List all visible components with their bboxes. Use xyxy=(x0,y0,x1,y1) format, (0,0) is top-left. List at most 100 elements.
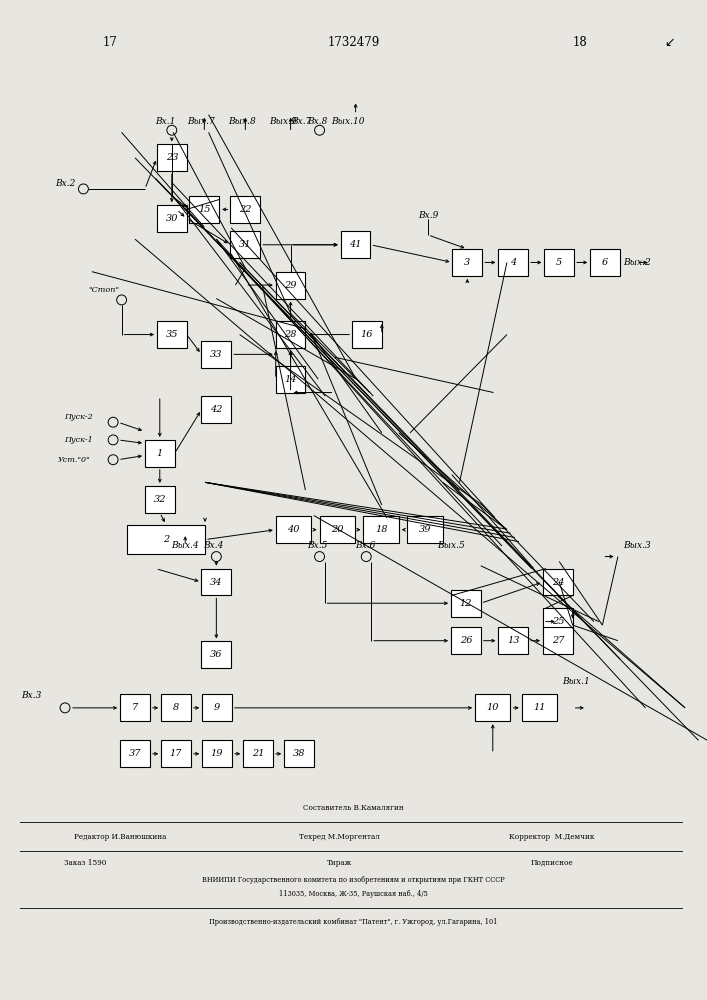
Bar xyxy=(522,694,557,721)
Text: Вх.3: Вх.3 xyxy=(21,691,42,700)
Text: 16: 16 xyxy=(361,330,373,339)
Text: Составитель В.Камалягин: Составитель В.Камалягин xyxy=(303,804,404,812)
Text: Тираж: Тираж xyxy=(327,859,352,867)
Bar xyxy=(145,486,175,513)
Bar xyxy=(341,231,370,258)
Bar xyxy=(452,249,482,276)
Text: Заказ 1590: Заказ 1590 xyxy=(64,859,106,867)
Text: 1732479: 1732479 xyxy=(327,36,380,49)
Bar xyxy=(590,249,620,276)
Bar xyxy=(201,396,231,423)
Text: ВНИИПИ Государственного комитета по изобретениям и открытиям при ГКНТ СССР: ВНИИПИ Государственного комитета по изоб… xyxy=(202,876,505,884)
Text: Вых.7: Вых.7 xyxy=(187,117,215,126)
Bar xyxy=(451,590,481,617)
Text: Техред М.Моргентал: Техред М.Моргентал xyxy=(299,833,380,841)
Text: 27: 27 xyxy=(551,636,564,645)
Text: 9: 9 xyxy=(214,703,220,712)
Text: $\swarrow$: $\swarrow$ xyxy=(662,36,674,49)
Bar xyxy=(498,249,528,276)
Text: 13: 13 xyxy=(507,636,520,645)
Text: 4: 4 xyxy=(510,258,516,267)
Text: 28: 28 xyxy=(284,330,297,339)
Text: Подписное: Подписное xyxy=(530,859,573,867)
Bar xyxy=(202,694,232,721)
Bar xyxy=(161,694,191,721)
Text: 7: 7 xyxy=(132,703,138,712)
Text: 30: 30 xyxy=(165,214,178,223)
Text: 11: 11 xyxy=(533,703,546,712)
Text: 15: 15 xyxy=(198,205,211,214)
Text: 18: 18 xyxy=(375,525,387,534)
Text: 8: 8 xyxy=(173,703,179,712)
Text: Вых.8: Вых.8 xyxy=(228,117,255,126)
Text: 10: 10 xyxy=(486,703,499,712)
Text: Вх.6: Вх.6 xyxy=(355,541,375,550)
Text: Вх.2: Вх.2 xyxy=(55,179,76,188)
Text: Вх.9: Вх.9 xyxy=(419,211,439,220)
Text: 36: 36 xyxy=(210,650,223,659)
Bar xyxy=(189,196,219,223)
Bar xyxy=(543,627,573,654)
Text: 18: 18 xyxy=(573,36,587,49)
Text: 35: 35 xyxy=(165,330,178,339)
Text: Вых.5: Вых.5 xyxy=(437,541,464,550)
Bar xyxy=(230,231,260,258)
Bar xyxy=(276,321,305,348)
Bar xyxy=(201,641,231,668)
Bar xyxy=(127,525,205,554)
Text: 34: 34 xyxy=(210,578,223,587)
Bar xyxy=(157,205,187,232)
Text: 3: 3 xyxy=(464,258,470,267)
Bar xyxy=(157,144,187,171)
Text: Вых.9: Вых.9 xyxy=(269,117,296,126)
Bar xyxy=(451,627,481,654)
Text: 6: 6 xyxy=(602,258,608,267)
Bar xyxy=(363,516,399,543)
Bar xyxy=(201,569,231,595)
Text: Вх.5: Вх.5 xyxy=(308,541,328,550)
Bar xyxy=(157,321,187,348)
Text: Вых.4: Вых.4 xyxy=(171,541,199,550)
Bar xyxy=(276,366,305,393)
Bar xyxy=(352,321,382,348)
Text: 23: 23 xyxy=(165,153,178,162)
Bar xyxy=(243,740,273,767)
Bar xyxy=(120,740,150,767)
Bar xyxy=(276,516,311,543)
Text: Вых.3: Вых.3 xyxy=(624,541,651,550)
Bar xyxy=(161,740,191,767)
Bar xyxy=(202,740,232,767)
Bar xyxy=(201,341,231,368)
Bar xyxy=(230,196,260,223)
Bar xyxy=(284,740,314,767)
Text: Вых.10: Вых.10 xyxy=(331,117,364,126)
Text: Вых.1: Вых.1 xyxy=(562,677,590,686)
Bar xyxy=(145,440,175,467)
Text: 32: 32 xyxy=(153,495,166,504)
Text: 38: 38 xyxy=(293,749,305,758)
Text: Корректор  М.Демчик: Корректор М.Демчик xyxy=(509,833,594,841)
Bar xyxy=(543,608,573,635)
Bar xyxy=(276,272,305,299)
Text: 29: 29 xyxy=(284,281,297,290)
Text: Вых.2: Вых.2 xyxy=(624,258,651,267)
Text: 19: 19 xyxy=(211,749,223,758)
Text: 5: 5 xyxy=(556,258,562,267)
Text: 31: 31 xyxy=(239,240,252,249)
Text: 33: 33 xyxy=(210,350,223,359)
Bar xyxy=(320,516,355,543)
Text: 42: 42 xyxy=(210,405,223,414)
Text: 17: 17 xyxy=(102,36,117,49)
Text: 24: 24 xyxy=(551,578,564,587)
Text: 1: 1 xyxy=(157,449,163,458)
Text: Вх.8: Вх.8 xyxy=(308,117,328,126)
Text: 41: 41 xyxy=(349,240,362,249)
Text: 25: 25 xyxy=(551,617,564,626)
Bar xyxy=(407,516,443,543)
Text: 22: 22 xyxy=(239,205,252,214)
Text: 14: 14 xyxy=(284,375,297,384)
Text: 21: 21 xyxy=(252,749,264,758)
Text: 113035, Москва, Ж-35, Раушская наб., 4/5: 113035, Москва, Ж-35, Раушская наб., 4/5 xyxy=(279,890,428,898)
Text: Производственно-издательский комбинат "Патент", г. Ужгород, ул.Гагарина, 101: Производственно-издательский комбинат "П… xyxy=(209,918,498,926)
Text: Вх.7: Вх.7 xyxy=(291,117,312,126)
